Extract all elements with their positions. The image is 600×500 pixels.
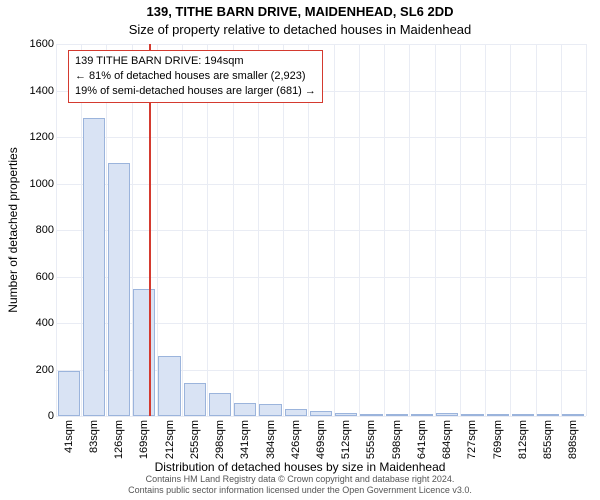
- gridline-vertical: [586, 44, 587, 416]
- attribution-line: Contains HM Land Registry data © Crown c…: [0, 474, 600, 485]
- chart-subtitle: Size of property relative to detached ho…: [0, 22, 600, 37]
- x-tick-label: 684sqm: [441, 420, 453, 459]
- histogram-bar: [234, 403, 256, 416]
- reference-label-line: 139 TITHE BARN DRIVE: 194sqm: [75, 54, 316, 69]
- x-tick-label: 83sqm: [88, 420, 100, 453]
- y-tick-label: 400: [28, 317, 54, 329]
- chart-title: 139, TITHE BARN DRIVE, MAIDENHEAD, SL6 2…: [0, 4, 600, 19]
- x-tick-label: 598sqm: [391, 420, 403, 459]
- x-tick-label: 212sqm: [164, 420, 176, 459]
- y-tick-label: 200: [28, 364, 54, 376]
- histogram-bar: [209, 393, 231, 416]
- x-tick-label: 169sqm: [138, 420, 150, 459]
- x-tick-label: 641sqm: [416, 420, 428, 459]
- x-tick-label: 512sqm: [340, 420, 352, 459]
- x-tick-label: 555sqm: [365, 420, 377, 459]
- reference-label: 139 TITHE BARN DRIVE: 194sqm← 81% of det…: [68, 50, 323, 103]
- x-tick-label: 469sqm: [315, 420, 327, 459]
- histogram-bar: [58, 371, 80, 416]
- x-axis-label: Distribution of detached houses by size …: [0, 460, 600, 474]
- x-tick-label: 812sqm: [517, 420, 529, 459]
- x-tick-label: 298sqm: [214, 420, 226, 459]
- x-tick-label: 769sqm: [492, 420, 504, 459]
- x-tick-label: 255sqm: [189, 420, 201, 459]
- x-tick-label: 426sqm: [290, 420, 302, 459]
- x-tick-label: 341sqm: [239, 420, 251, 459]
- y-axis-ticks: 02004006008001000120014001600: [28, 44, 56, 416]
- x-tick-label: 855sqm: [542, 420, 554, 459]
- x-tick-label: 727sqm: [466, 420, 478, 459]
- x-tick-label: 384sqm: [265, 420, 277, 459]
- x-tick-label: 41sqm: [63, 420, 75, 453]
- x-axis-ticks: 41sqm 83sqm 126sqm 169sqm 212sqm 255sqm 298sqm…: [56, 416, 586, 462]
- histogram-bar: [83, 118, 105, 416]
- plot-area: 139 TITHE BARN DRIVE: 194sqm← 81% of det…: [56, 44, 586, 416]
- chart-page: { "title": "139, TITHE BARN DRIVE, MAIDE…: [0, 0, 600, 500]
- y-tick-label: 1200: [28, 131, 54, 143]
- y-tick-label: 800: [28, 224, 54, 236]
- y-tick-label: 1400: [28, 85, 54, 97]
- histogram-bar: [158, 356, 180, 416]
- reference-label-line: 19% of semi-detached houses are larger (…: [75, 84, 316, 99]
- attribution-line: Contains public sector information licen…: [0, 485, 600, 496]
- y-tick-label: 1600: [28, 38, 54, 50]
- attribution: Contains HM Land Registry data © Crown c…: [0, 474, 600, 496]
- reference-label-line: ← 81% of detached houses are smaller (2,…: [75, 69, 316, 84]
- y-axis-label: Number of detached properties: [6, 147, 20, 312]
- y-tick-label: 0: [28, 410, 54, 422]
- x-tick-label: 898sqm: [567, 420, 579, 459]
- y-tick-label: 1000: [28, 178, 54, 190]
- histogram-bar: [108, 163, 130, 416]
- histogram-bar: [184, 383, 206, 416]
- x-tick-label: 126sqm: [113, 420, 125, 459]
- histogram-bar: [285, 409, 307, 416]
- histogram-bar: [259, 404, 281, 416]
- y-tick-label: 600: [28, 271, 54, 283]
- histogram-bar: [133, 289, 155, 416]
